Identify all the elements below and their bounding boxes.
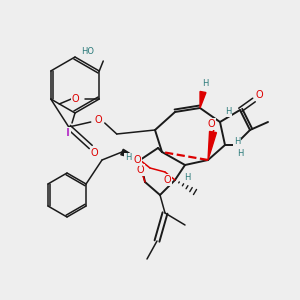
Text: O: O [207,119,215,129]
Polygon shape [200,92,206,108]
Text: O: O [163,175,171,185]
Text: HO: HO [81,46,94,56]
Text: H: H [125,154,131,163]
Text: H: H [184,173,190,182]
Text: H: H [237,148,243,158]
Text: H: H [225,107,231,116]
Text: H: H [202,80,208,88]
Text: O: O [95,115,103,125]
Text: H: H [234,136,240,146]
Polygon shape [208,131,216,160]
Text: O: O [136,165,144,175]
Polygon shape [121,149,140,160]
Text: I: I [66,128,70,138]
Text: O: O [71,94,79,104]
Text: O: O [255,90,263,100]
Text: O: O [133,155,141,165]
Text: O: O [91,148,99,158]
